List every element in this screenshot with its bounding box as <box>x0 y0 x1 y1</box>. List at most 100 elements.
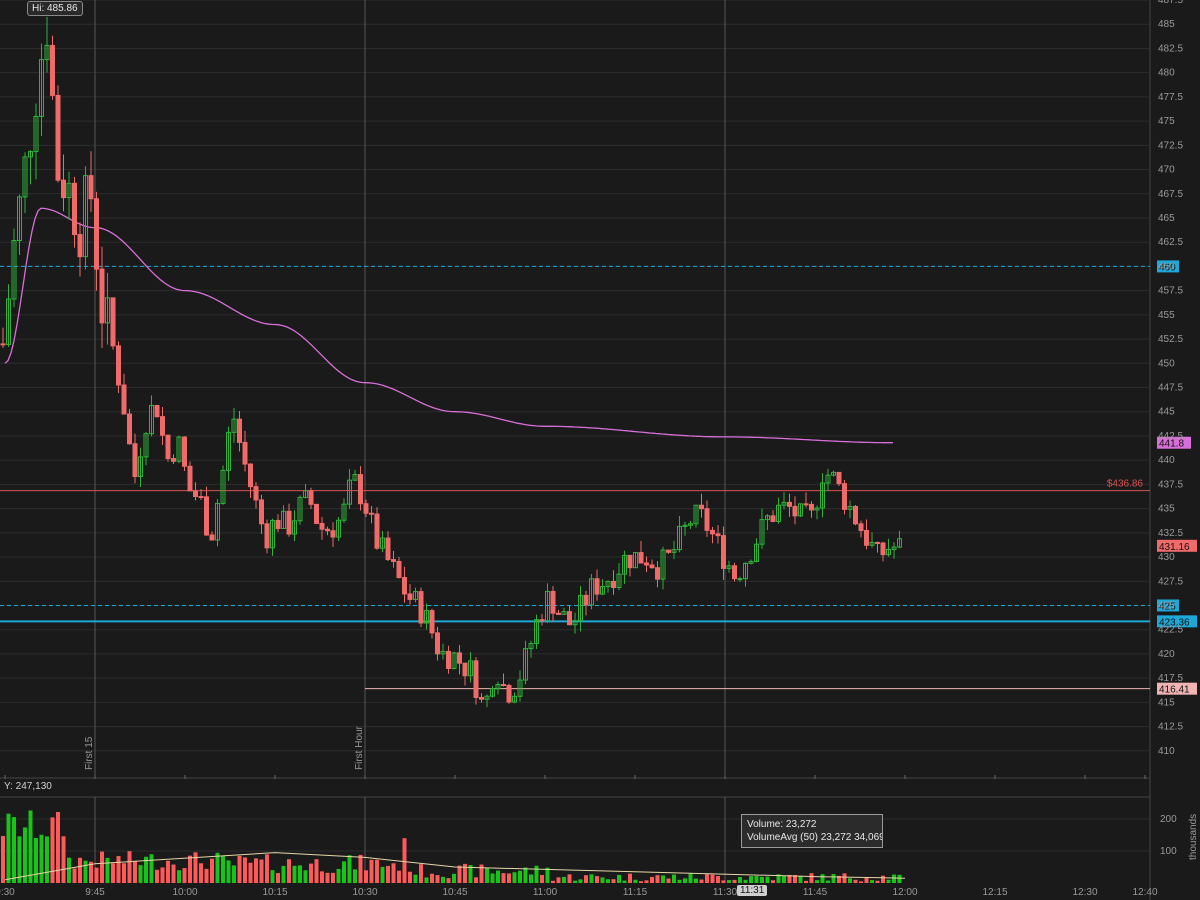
volume-bar <box>859 881 863 883</box>
volume-bar <box>721 880 726 883</box>
price-tick-label: 415 <box>1158 697 1175 708</box>
candle-body <box>858 523 864 532</box>
volume-bar <box>661 875 665 883</box>
time-axis[interactable]: 9:30 9:45 10:00 10:15 10:30 10:45 11:00 11:15 11… <box>0 775 1158 898</box>
candle-body <box>209 534 215 541</box>
candle-body <box>743 562 748 580</box>
candle-body <box>127 413 132 445</box>
candle-body <box>737 578 743 581</box>
volume-bar <box>556 877 561 883</box>
volume-bar <box>523 867 528 883</box>
price-tick-label: 432.5 <box>1158 528 1183 539</box>
candle-body <box>682 524 688 527</box>
volume-bar <box>551 880 555 883</box>
volume-bar <box>254 858 258 883</box>
candle-body <box>506 684 512 703</box>
time-tick-label: 11:45 <box>803 887 828 898</box>
volume-bar <box>127 851 132 883</box>
candle-body <box>583 594 589 606</box>
volume-bar <box>94 867 99 883</box>
time-tick-label: 10:15 <box>262 887 287 898</box>
volume-bar <box>39 834 44 883</box>
time-tick-label: 10:30 <box>352 887 377 898</box>
price-tick-label: 417.5 <box>1158 673 1183 684</box>
candlesticks <box>0 16 902 708</box>
level-tag <box>1157 682 1197 695</box>
time-tick-label: 10:00 <box>172 887 197 898</box>
volume-bar <box>402 838 407 883</box>
price-tag <box>1157 436 1191 449</box>
volume-bar <box>870 880 874 883</box>
price-tag-label: 431.16 <box>1159 542 1190 553</box>
candle-body <box>193 490 198 498</box>
candle-body <box>11 239 17 300</box>
candle-body <box>330 530 336 538</box>
candle-body <box>440 650 446 655</box>
volume-bar <box>188 855 192 883</box>
volume-bar <box>232 865 236 883</box>
candle-body <box>451 652 457 669</box>
candle-body <box>528 643 534 650</box>
volume-bar <box>540 874 544 883</box>
volume-bar <box>441 876 445 883</box>
candle-body <box>501 683 506 686</box>
candle-body <box>83 175 88 258</box>
volume-bar <box>842 873 847 883</box>
volume-bar <box>149 854 154 883</box>
candle-body <box>836 471 842 485</box>
candle-body <box>165 434 171 460</box>
volume-bar <box>155 869 159 883</box>
candle-body <box>149 404 154 435</box>
volume-bar <box>397 870 401 883</box>
candle-body <box>55 94 61 181</box>
volume-bar <box>732 879 737 883</box>
volume-bar <box>512 872 517 883</box>
volume-bar <box>105 857 110 883</box>
candle-body <box>6 298 11 346</box>
candle-body <box>402 576 407 595</box>
candle-body <box>781 501 787 506</box>
price-axis[interactable]: 410 412.5 415 417.5 420 422.5 425 427.5 430 432.5… <box>1158 0 1199 860</box>
volume-bar <box>501 873 506 883</box>
volume-bar <box>474 877 478 883</box>
candle-body <box>248 463 253 488</box>
candle-body <box>264 523 270 549</box>
candle-body <box>50 44 55 96</box>
candle-body <box>776 504 781 522</box>
candle-body <box>572 620 578 626</box>
volume-bar <box>193 852 198 883</box>
volume-bar <box>864 877 869 883</box>
candle-body <box>869 541 875 546</box>
candle-body <box>374 513 380 549</box>
candle-body <box>138 456 143 478</box>
candle-body <box>660 549 666 580</box>
volume-bar <box>413 874 418 883</box>
session-marker-label: First 15 <box>84 736 95 770</box>
candle-body <box>853 505 858 525</box>
volume-bar <box>342 861 346 883</box>
y-readout: Y: 247,130 <box>4 781 52 792</box>
time-tick-label: 9:45 <box>85 887 105 898</box>
volume-bar <box>221 856 225 883</box>
volume-bar <box>606 879 610 883</box>
candle-body <box>220 469 226 504</box>
volume-average-line <box>4 852 906 881</box>
time-tick-label: 11:00 <box>533 887 558 898</box>
candle-body <box>759 519 765 545</box>
volume-bar <box>419 864 423 883</box>
volume-bar <box>386 865 390 883</box>
time-tick-label: 11:30 <box>713 887 738 898</box>
volume-bar <box>650 876 654 883</box>
volume-bar <box>655 875 660 883</box>
candle-body <box>105 297 110 324</box>
candle-body <box>259 499 264 525</box>
price-tick-label: 440 <box>1158 455 1175 466</box>
volume-bar <box>633 879 638 883</box>
price-tick-label: 485 <box>1158 19 1175 30</box>
volume-bar <box>353 869 357 883</box>
volume-bar <box>897 874 902 883</box>
level-tag <box>1157 599 1179 612</box>
candle-body <box>215 502 220 541</box>
candle-body <box>237 418 242 443</box>
